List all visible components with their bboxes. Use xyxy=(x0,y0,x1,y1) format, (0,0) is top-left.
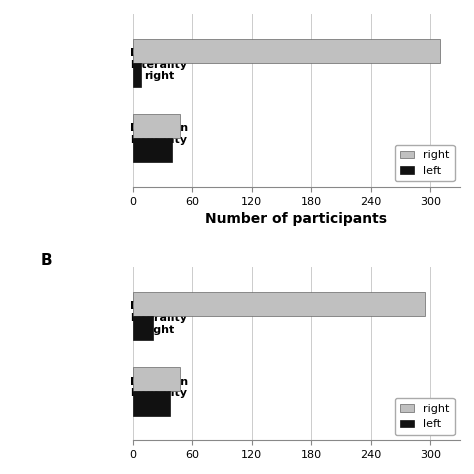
Bar xyxy=(133,392,171,416)
Bar xyxy=(133,63,141,87)
Legend: right, left: right, left xyxy=(395,398,455,435)
Bar xyxy=(133,367,180,392)
Bar xyxy=(133,114,180,138)
Bar xyxy=(133,292,425,316)
Bar xyxy=(133,138,173,162)
Bar xyxy=(133,39,440,63)
Legend: right, left: right, left xyxy=(395,145,455,182)
Bar xyxy=(133,316,153,340)
Text: B: B xyxy=(41,254,53,268)
X-axis label: Number of participants: Number of participants xyxy=(205,212,387,226)
